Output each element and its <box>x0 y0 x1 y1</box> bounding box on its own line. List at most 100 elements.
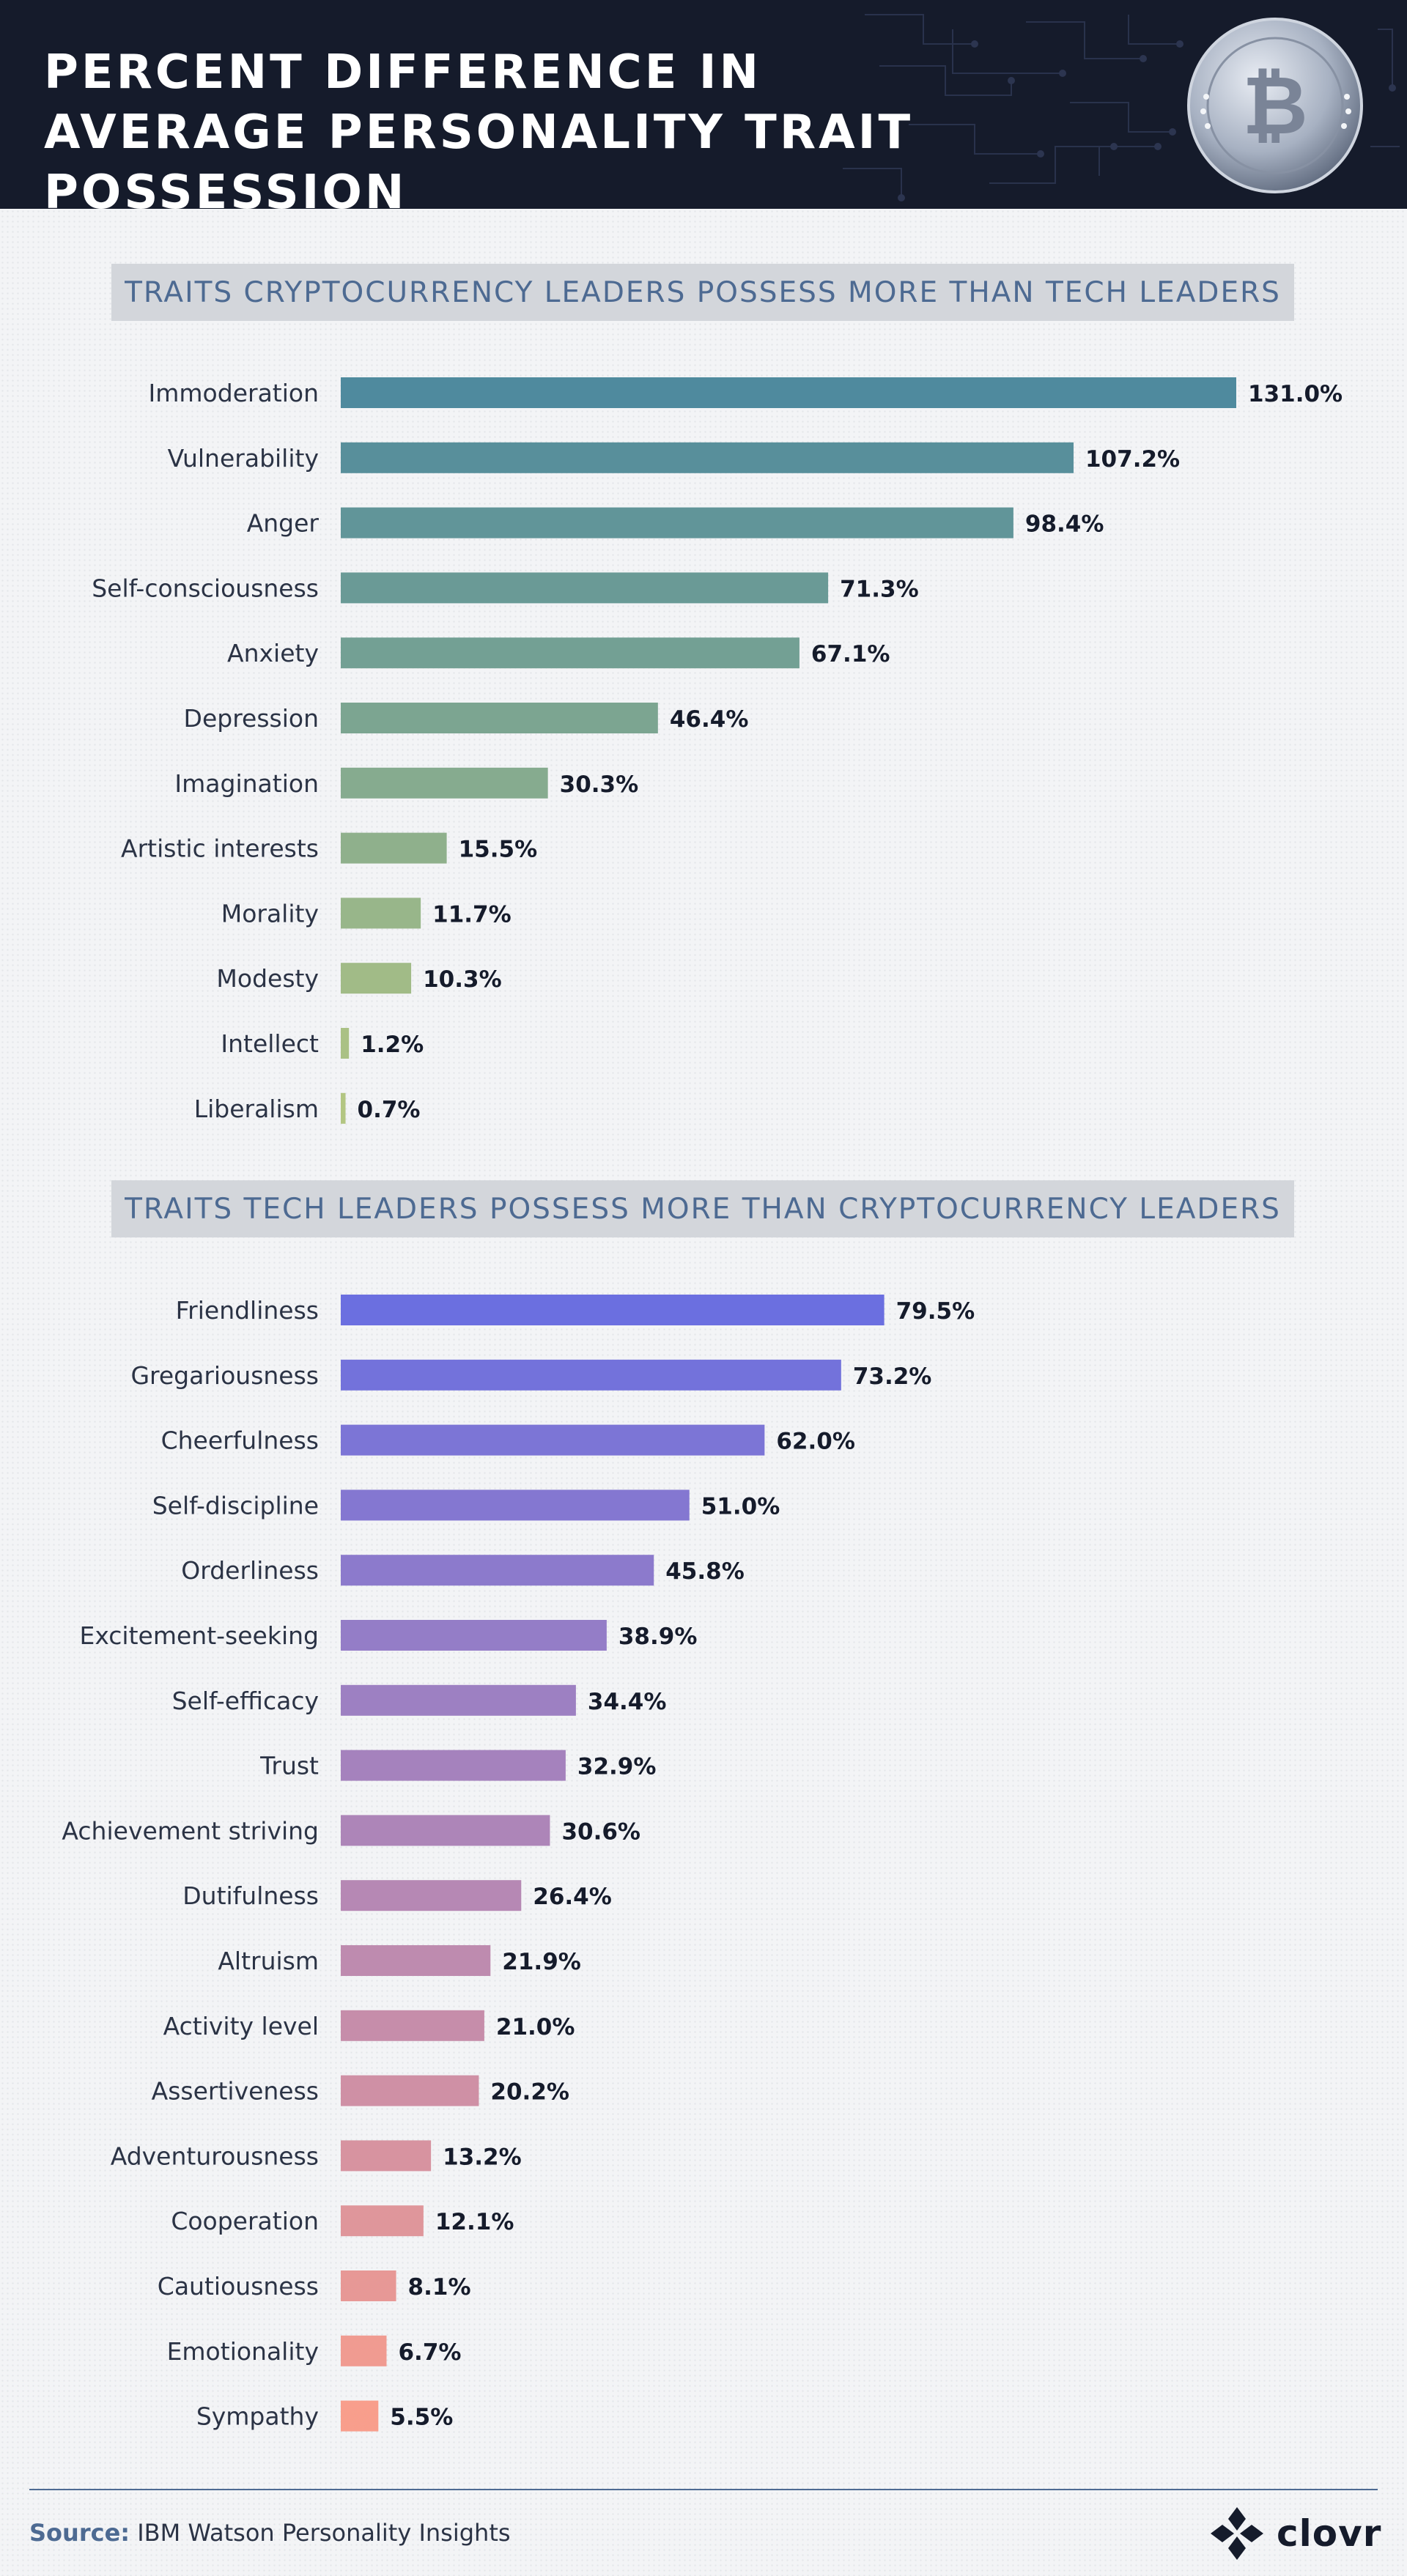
category-label: Achievement striving <box>62 1816 319 1845</box>
logo-wordmark: clovr <box>1277 2512 1382 2555</box>
value-label: 98.4% <box>1025 511 1104 538</box>
category-label: Intellect <box>221 1029 319 1058</box>
bar <box>341 1424 765 1456</box>
clover-leaf-icon <box>1211 2507 1263 2560</box>
value-label: 11.7% <box>432 901 512 928</box>
value-label: 30.6% <box>561 1818 640 1845</box>
value-label: 8.1% <box>408 2274 471 2301</box>
value-label: 79.5% <box>896 1298 975 1325</box>
category-label: Friendliness <box>176 1296 319 1325</box>
category-label: Emotionality <box>167 2337 319 2366</box>
category-label: Cautiousness <box>158 2272 319 2301</box>
value-label: 73.2% <box>853 1363 932 1390</box>
value-label: 1.2% <box>361 1032 424 1058</box>
category-label: Dutifulness <box>182 1881 319 1910</box>
category-label: Sympathy <box>196 2402 319 2431</box>
category-label: Self-consciousness <box>92 574 319 602</box>
value-label: 67.1% <box>811 641 890 667</box>
value-label: 34.4% <box>588 1689 667 1715</box>
value-label: 46.4% <box>670 706 749 733</box>
bar <box>341 1359 841 1391</box>
chart2-heading: TRAITS TECH LEADERS POSSESS MORE THAN CR… <box>111 1180 1294 1237</box>
bar <box>341 963 412 994</box>
category-label: Anxiety <box>227 639 319 667</box>
footer-divider <box>29 2489 1378 2490</box>
value-label: 13.2% <box>443 2144 522 2170</box>
header-banner: PERCENT DIFFERENCE IN AVERAGE PERSONALIT… <box>0 0 1407 209</box>
value-label: 26.4% <box>533 1884 612 1910</box>
bar <box>341 2270 396 2301</box>
category-label: Activity level <box>163 2012 319 2040</box>
value-label: 30.3% <box>560 771 639 798</box>
category-label: Excitement-seeking <box>79 1621 319 1650</box>
value-label: 20.2% <box>490 2079 569 2106</box>
tech-traits-bar-chart: Friendliness 79.5% Gregariousness 73.2% Chee… <box>62 1295 975 2432</box>
bar <box>341 2335 387 2366</box>
category-label: Anger <box>247 509 320 538</box>
bar <box>341 2010 484 2041</box>
category-label: Altruism <box>218 1947 319 1975</box>
value-label: 107.2% <box>1085 446 1180 473</box>
value-label: 21.0% <box>496 2014 575 2040</box>
value-label: 21.9% <box>502 1949 581 1975</box>
category-label: Orderliness <box>181 1556 319 1585</box>
category-label: Adventurousness <box>111 2142 319 2170</box>
category-label: Gregariousness <box>130 1361 319 1390</box>
value-label: 10.3% <box>423 966 502 993</box>
page-title: PERCENT DIFFERENCE IN AVERAGE PERSONALIT… <box>44 45 914 209</box>
value-label: 15.5% <box>459 837 538 863</box>
value-label: 71.3% <box>840 576 919 602</box>
category-label: Trust <box>259 1752 319 1780</box>
category-label: Liberalism <box>194 1095 319 1123</box>
category-label: Modesty <box>216 964 319 993</box>
chart1-heading: TRAITS CRYPTOCURRENCY LEADERS POSSESS MO… <box>111 264 1294 321</box>
bar <box>341 1295 885 1325</box>
circuit-pattern <box>843 14 1400 201</box>
bar <box>341 1489 690 1521</box>
source-text: IBM Watson Personality Insights <box>137 2519 511 2547</box>
bar <box>341 2140 432 2172</box>
category-label: Cooperation <box>171 2207 319 2235</box>
category-label: Depression <box>184 704 319 733</box>
value-label: 38.9% <box>618 1624 698 1650</box>
bar <box>341 1750 566 1781</box>
value-label: 5.5% <box>390 2405 453 2431</box>
value-label: 51.0% <box>701 1493 780 1520</box>
value-label: 131.0% <box>1248 381 1343 407</box>
value-label: 45.8% <box>665 1558 745 1585</box>
source-note: Source: IBM Watson Personality Insights <box>29 2519 511 2547</box>
bar <box>341 1880 522 1911</box>
category-label: Artistic interests <box>121 834 319 863</box>
value-label: 0.7% <box>358 1097 421 1123</box>
category-label: Self-efficacy <box>172 1687 319 1715</box>
category-label: Assertiveness <box>152 2077 319 2106</box>
value-label: 32.9% <box>577 1754 657 1780</box>
background-texture <box>0 209 1407 2576</box>
category-label: Immoderation <box>149 379 319 407</box>
bar <box>341 703 658 733</box>
category-label: Imagination <box>174 769 319 798</box>
bar <box>341 1092 346 1124</box>
crypto-traits-bar-chart: Immoderation 131.0% Vulnerability 107.2% Ang… <box>92 377 1343 1124</box>
bar <box>341 377 1236 408</box>
bar <box>341 767 548 799</box>
category-label: Morality <box>221 899 319 928</box>
category-label: Vulnerability <box>168 444 319 473</box>
value-label: 62.0% <box>776 1429 855 1455</box>
bar <box>341 1620 607 1651</box>
bar <box>341 2205 424 2237</box>
bar <box>341 2075 479 2106</box>
bitcoin-coin-icon: ₿ <box>1187 18 1363 193</box>
bar <box>341 2400 379 2432</box>
bar <box>341 442 1074 473</box>
svg-text:₿: ₿ <box>1242 59 1308 152</box>
category-label: Cheerfulness <box>161 1426 319 1455</box>
clovr-logo: clovr <box>1208 2504 1381 2563</box>
value-label: 12.1% <box>435 2209 514 2235</box>
bar <box>341 1028 350 1059</box>
bar <box>341 637 799 669</box>
bar <box>341 1945 491 1976</box>
bar <box>341 1815 550 1846</box>
bar <box>341 832 447 864</box>
category-label: Self-discipline <box>152 1491 319 1520</box>
